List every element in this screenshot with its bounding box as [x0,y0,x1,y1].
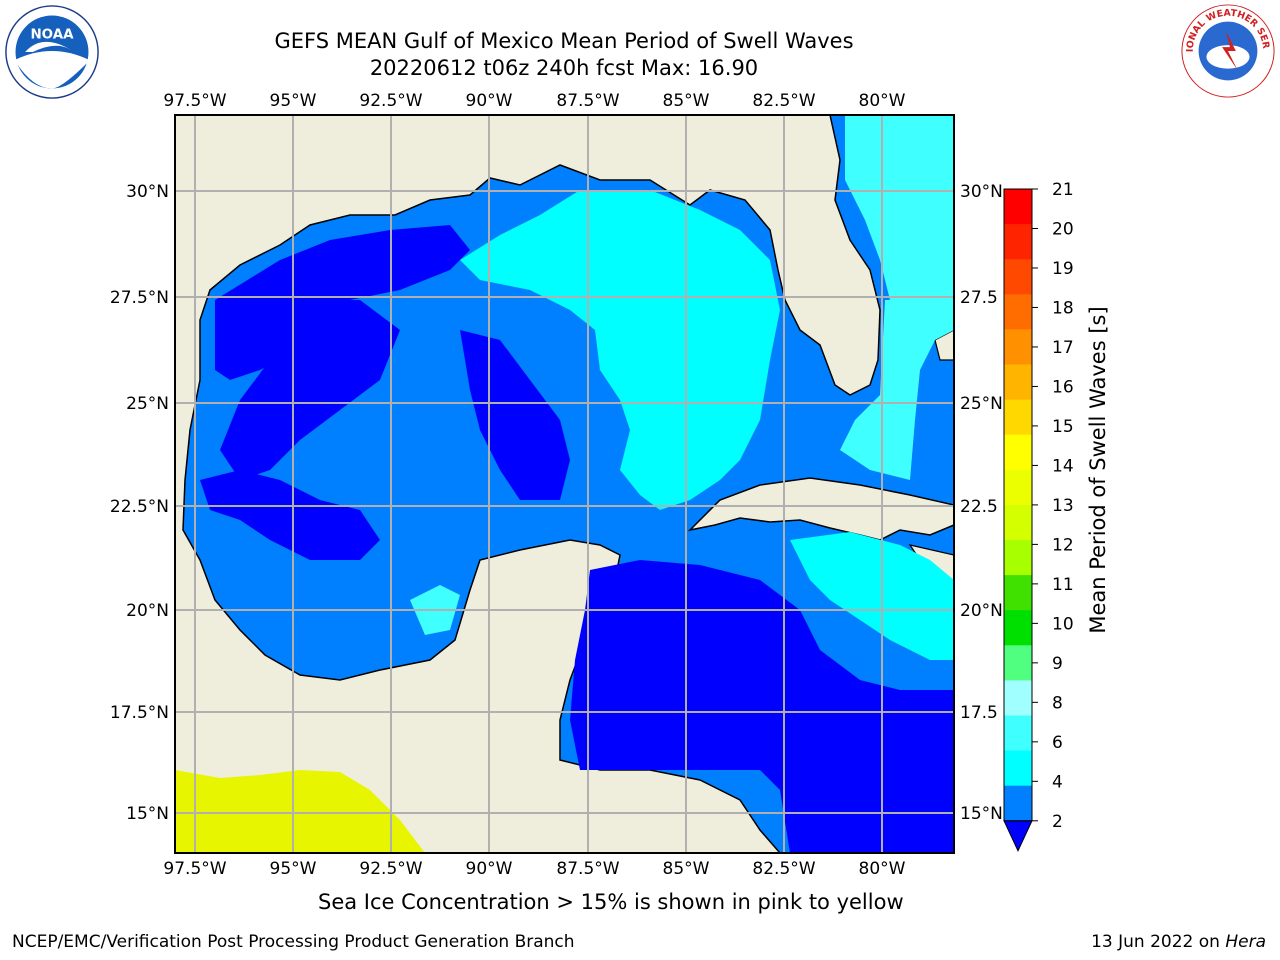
colorbar-swatch [1004,189,1032,225]
colorbar-swatch [1004,504,1032,541]
colorbar-tick-label: 15 [1052,417,1074,437]
lon-label: 82.5°W [752,859,815,879]
lat-label: 25°N [960,394,1003,414]
lon-label: 97.5°W [163,91,226,111]
lon-label: 85°W [663,859,710,879]
lat-labels-left: 30°N 27.5°N 25°N 22.5°N 20°N 17.5°N 15°N [110,182,169,824]
colorbar-swatch [1004,224,1032,260]
colorbar-tick-label: 10 [1052,614,1074,634]
footer-date: 13 Jun 2022 on Hera [1091,932,1266,952]
footer-credit: NCEP/EMC/Verification Post Processing Pr… [12,932,575,952]
swell-2-4-central-gulf [220,300,400,480]
colorbar-tick-label: 8 [1052,693,1063,713]
lat-label: 17.5 [960,703,998,723]
map-frame [174,114,955,854]
swell-atlantic [845,115,954,300]
colorbar-tick-label: 2 [1052,812,1063,832]
lat-label: 30°N [126,182,169,202]
colorbar-swatch [1004,750,1032,787]
colorbar-swatch [1004,399,1032,436]
lat-label: 22.5 [960,497,998,517]
colorbar-label: Mean Period of Swell Waves [s] [1086,306,1110,633]
colorbar-tick-label: 11 [1052,575,1074,595]
colorbar-tick-label: 19 [1052,259,1074,279]
footer-date-text: 13 Jun 2022 on [1091,932,1226,952]
colorbar-tick-label: 6 [1052,733,1063,753]
colorbar-swatch [1004,575,1032,611]
lat-label: 20°N [960,601,1003,621]
colorbar-swatch [1004,645,1032,681]
lon-label: 80°W [859,91,906,111]
colorbar-under-arrow [1003,820,1033,852]
lat-label: 25°N [126,394,169,414]
swell-6-8-caribbean [790,532,954,660]
lon-label: 82.5°W [752,91,815,111]
colorbar-swatch [1004,434,1032,471]
noaa-logo-icon: NOAA [5,5,99,99]
lon-label: 90°W [466,91,513,111]
lon-label: 90°W [466,859,513,879]
lon-label: 87.5°W [556,91,619,111]
lat-label: 27.5°N [110,288,169,308]
lat-label: 22.5°N [110,497,169,517]
lon-label: 95°W [270,859,317,879]
colorbar-tick-label: 20 [1052,219,1074,239]
colorbar-swatch [1004,364,1032,401]
lat-label: 15°N [126,804,169,824]
lon-label: 80°W [859,859,906,879]
colorbar-swatch [1004,329,1032,365]
colorbar-swatch [1004,259,1032,295]
colorbar-tick-label: 12 [1052,535,1074,555]
lat-label: 20°N [126,601,169,621]
lat-label: 30°N [960,182,1003,202]
colorbar-tick-label: 18 [1052,298,1074,318]
lon-labels-bottom: 97.5°W 95°W 92.5°W 90°W 87.5°W 85°W 82.5… [163,859,905,879]
lat-label: 17.5°N [110,703,169,723]
plot-subtitle: 20220612 t06z 240h fcst Max: 16.90 [369,56,759,80]
lon-label: 92.5°W [359,859,422,879]
colorbar-tick-label: 21 [1052,180,1074,200]
sea-ice-caption: Sea Ice Concentration > 15% is shown in … [318,890,904,914]
swell-2-4-mid-gulf [460,330,570,500]
footer-host: Hera [1225,932,1266,952]
lon-label: 85°W [663,91,710,111]
lat-label: 27.5 [960,288,998,308]
lon-label: 95°W [270,91,317,111]
lat-label: 15°N [960,804,1003,824]
colorbar-tick-label: 16 [1052,377,1074,397]
colorbar-swatch [1004,540,1032,576]
land-cuba [687,477,954,541]
colorbar-swatch [1004,785,1032,822]
colorbar: 21 20 19 18 17 16 15 14 13 12 11 10 9 8 6 4 2 [1003,180,1074,852]
swell-6-8-eastern-gulf [460,190,780,510]
swell-atlantic-lower [840,300,954,480]
colorbar-swatch [1004,610,1032,646]
lat-labels-right: 30°N 27.5 25°N 22.5 20°N 17.5 15°N [960,182,1003,824]
lon-label: 97.5°W [163,859,226,879]
colorbar-tick-label: 14 [1052,456,1074,476]
lon-label: 92.5°W [359,91,422,111]
sea-ice-yellow [175,770,425,853]
swell-2-4-caribbean [570,560,954,853]
colorbar-swatch [1004,294,1032,330]
colorbar-tick-label: 9 [1052,654,1063,674]
lon-labels-top: 97.5°W 95°W 92.5°W 90°W 87.5°W 85°W 82.5… [163,91,905,111]
plot-title: GEFS MEAN Gulf of Mexico Mean Period of … [274,29,854,53]
graticule [175,115,954,853]
map-area [175,115,954,853]
nws-logo-icon: NATIONAL WEATHER SERVICE [1178,2,1275,98]
colorbar-swatch [1004,469,1032,506]
colorbar-tick-label: 17 [1052,338,1074,358]
lon-label: 87.5°W [556,859,619,879]
colorbar-swatch [1004,680,1032,716]
colorbar-tick-label: 13 [1052,496,1074,516]
colorbar-tick-label: 4 [1052,772,1063,792]
svg-text:NOAA: NOAA [30,28,74,43]
swell-2-4-south-gulf [200,470,380,560]
colorbar-swatch [1004,715,1032,752]
